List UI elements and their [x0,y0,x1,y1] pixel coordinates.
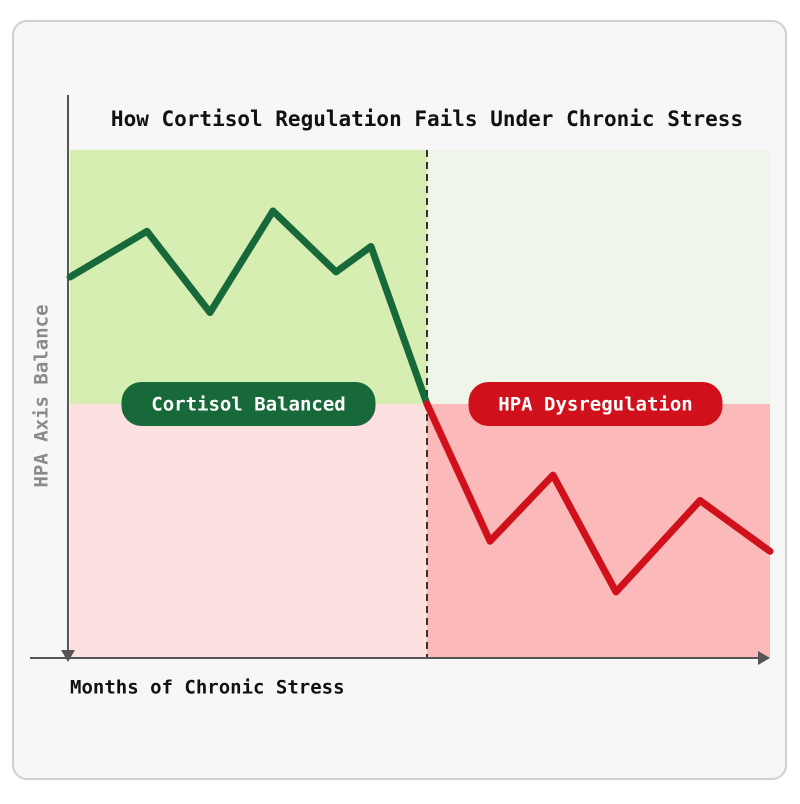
line [423,400,774,596]
legend-badge [121,382,376,426]
x-axis-label: Months of Chronic Stress [70,677,345,699]
region-balanced [70,150,427,404]
x-axis-arrow [758,651,770,665]
y-axis-arrow [61,650,75,662]
chart-title: How Cortisol Regulation Fails Under Chro… [111,107,743,131]
line [66,207,431,408]
region-upper-right [427,150,770,404]
region-lower-left [70,404,427,658]
region-dysregulated [427,404,770,658]
legend-label: Cortisol Balanced [151,394,345,416]
legend-badge [468,382,723,426]
y-axis-label: HPA Axis Balance [31,304,53,487]
legend-label: HPA Dysregulation [498,394,692,416]
